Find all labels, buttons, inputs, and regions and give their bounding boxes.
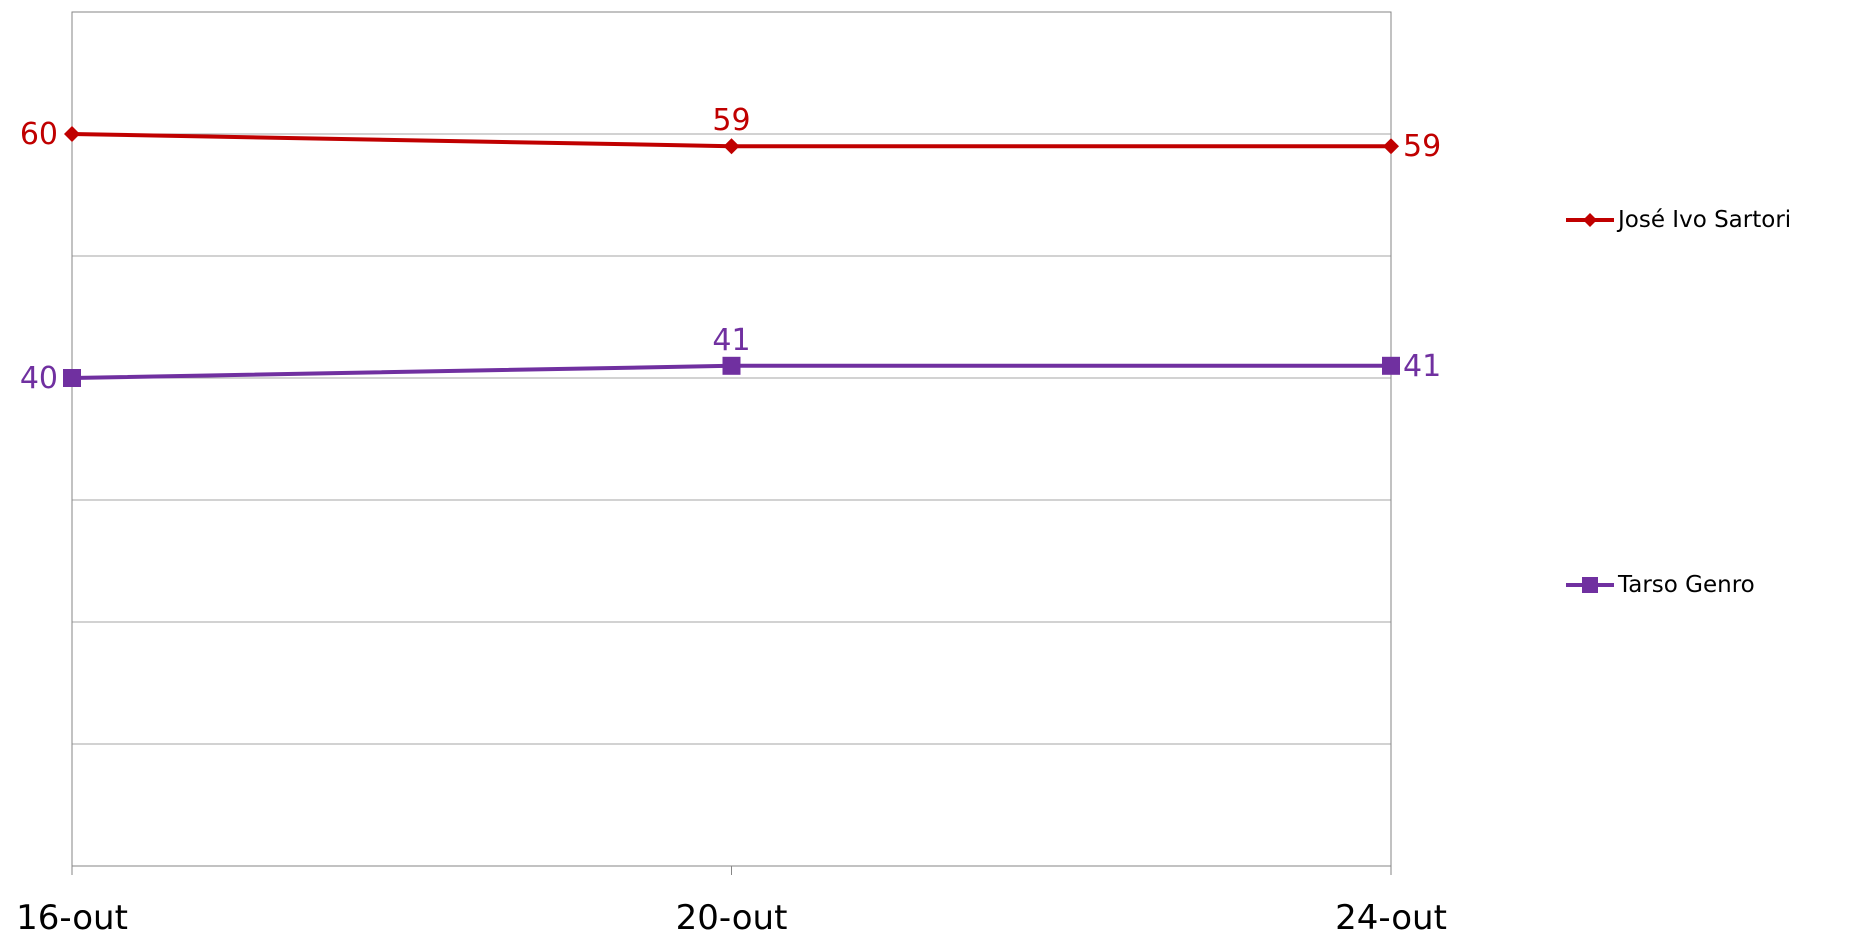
axes [71,11,1392,875]
marker-diamond [723,138,740,155]
data-label: 59 [712,103,750,138]
legend-marker-diamond-icon [1566,213,1614,227]
marker-square [1382,356,1400,375]
series-markers [63,126,1400,387]
data-label: 41 [1403,349,1441,384]
marker-diamond [64,126,80,142]
data-label: 60 [20,117,58,152]
x-axis-tick-labels: 16-out 20-out 24-out [16,898,1447,933]
data-label: 59 [1403,129,1441,164]
legend-label-sartori: José Ivo Sartori [1618,207,1792,233]
legend-item-tarso: Tarso Genro [1566,572,1755,598]
x-tick-label: 16-out [16,898,128,933]
data-label: 41 [712,323,750,358]
legend-marker-square-icon [1566,577,1614,593]
gridlines [72,133,1391,745]
data-label: 40 [20,361,58,396]
legend-item-sartori: José Ivo Sartori [1566,207,1791,233]
x-tick-label: 20-out [676,898,788,933]
marker-square [63,369,81,387]
legend-label-tarso: Tarso Genro [1618,572,1755,598]
x-tick-label: 24-out [1335,898,1447,933]
data-labels: 60 59 59 40 41 41 [20,103,1441,396]
marker-square [722,356,741,375]
marker-diamond [1383,138,1399,155]
